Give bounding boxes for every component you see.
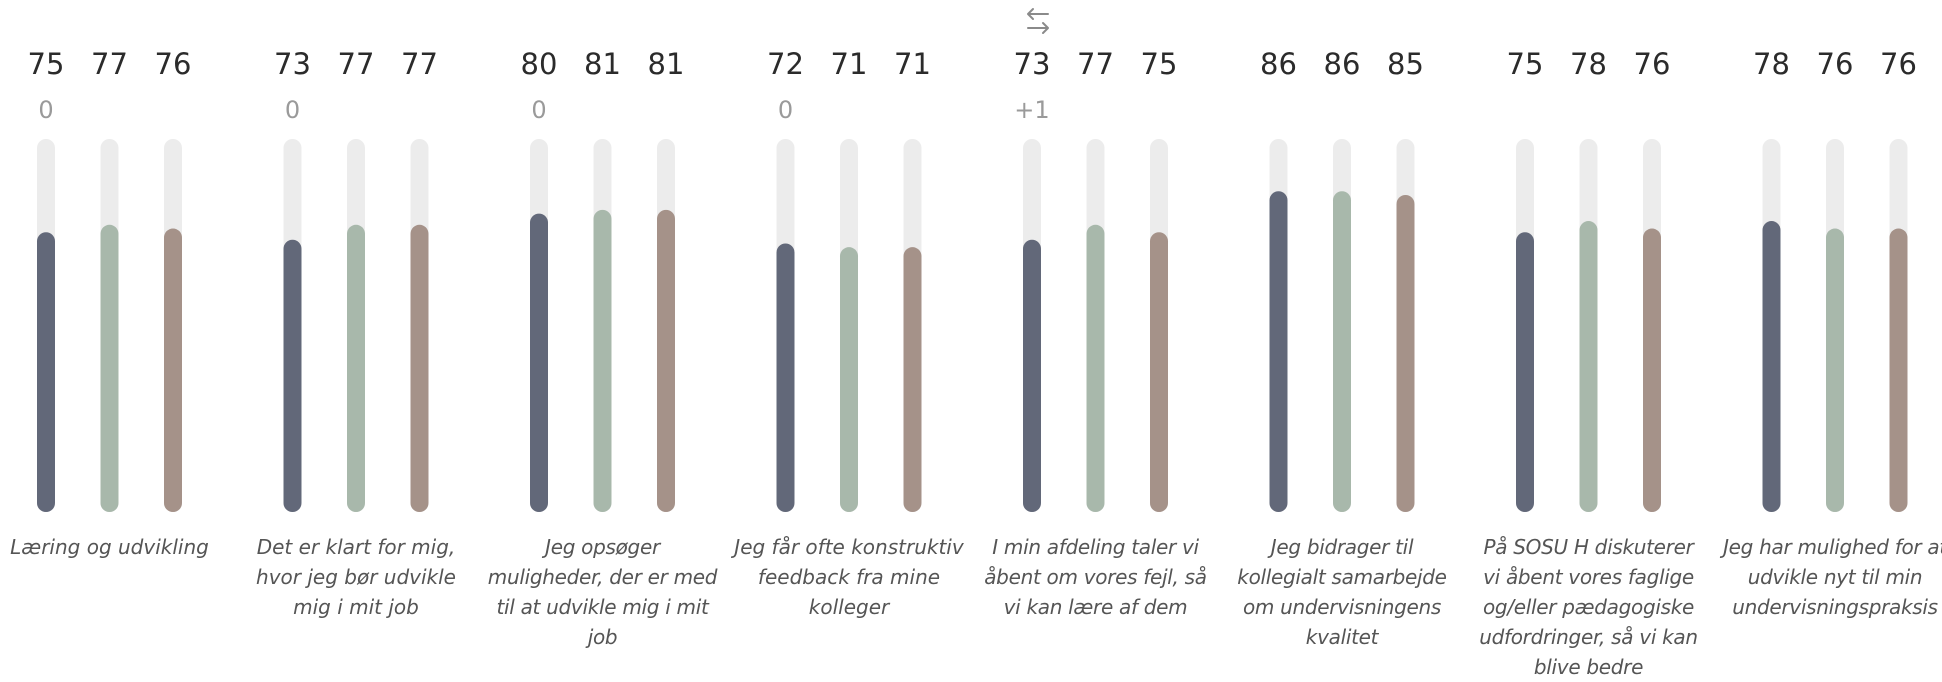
bar[interactable]	[164, 228, 182, 512]
bar[interactable]	[657, 209, 675, 512]
bar-group: 73 77 75 +1	[1014, 47, 1178, 513]
bar[interactable]	[410, 224, 429, 513]
bar[interactable]	[1889, 228, 1908, 512]
bar[interactable]	[1333, 191, 1351, 512]
bar[interactable]	[283, 239, 302, 512]
bar[interactable]	[530, 213, 548, 512]
bar-group: 78 76 76	[1753, 47, 1917, 512]
category-label: Jeg har mulighed for at udvikle nyt til …	[1723, 535, 1942, 619]
category-label: Det er klart for mig, hvor jeg bør udvik…	[256, 535, 456, 619]
bar[interactable]	[1023, 239, 1041, 512]
bar-value-label: 76	[1817, 47, 1854, 81]
change-indicator: 0	[778, 96, 793, 124]
bar-value-label: 77	[1077, 47, 1114, 81]
change-indicator: +1	[1014, 96, 1049, 124]
bar-group: 72 71 71 0	[767, 47, 931, 513]
bar[interactable]	[1269, 191, 1288, 512]
bar[interactable]	[1396, 194, 1415, 512]
bar-value-label: 81	[648, 47, 685, 81]
bar[interactable]	[1150, 232, 1168, 512]
bar[interactable]	[1826, 228, 1844, 512]
change-indicator: 0	[38, 96, 53, 124]
category-label: I min afdeling taler vi åbent om vores f…	[984, 535, 1207, 619]
bar-value-label: 76	[155, 47, 192, 81]
bar-value-label: 77	[91, 47, 128, 81]
bar-value-label: 86	[1324, 47, 1361, 81]
bar-group: 75 77 76 0	[28, 47, 192, 513]
bar[interactable]	[593, 209, 612, 512]
bar-value-label: 81	[584, 47, 621, 81]
bar-value-label: 76	[1634, 47, 1671, 81]
bar[interactable]	[347, 224, 365, 513]
bar-value-label: 75	[1507, 47, 1544, 81]
bar-group: 80 81 81 0	[521, 47, 685, 512]
bar-value-label: 77	[401, 47, 438, 81]
bar[interactable]	[100, 224, 119, 513]
bar-value-label: 71	[831, 47, 868, 81]
bar[interactable]	[1643, 228, 1661, 512]
category-label: Jeg får ofte konstruktiv feedback fra mi…	[734, 535, 964, 619]
bar-value-label: 85	[1387, 47, 1424, 81]
bar[interactable]	[37, 232, 55, 512]
category-label: Læring og udvikling	[10, 535, 209, 559]
bar[interactable]	[1086, 224, 1105, 513]
bar-value-label: 78	[1570, 47, 1607, 81]
bar-value-label: 76	[1880, 47, 1917, 81]
category-label: Jeg bidrager til kollegialt samarbejde o…	[1237, 535, 1447, 649]
bar-group: 86 86 85	[1260, 47, 1424, 512]
bar-value-label: 75	[28, 47, 65, 81]
bar[interactable]	[1516, 232, 1534, 512]
bar[interactable]	[1762, 221, 1781, 512]
bar-value-label: 71	[894, 47, 931, 81]
bar-value-label: 86	[1260, 47, 1297, 81]
bar-value-label: 77	[338, 47, 375, 81]
swap-arrows-icon[interactable]	[1024, 4, 1052, 38]
category-label: På SOSU H diskuterer vi åbent vores fagl…	[1479, 535, 1698, 679]
bar[interactable]	[776, 243, 795, 512]
bar-group: 75 78 76	[1507, 47, 1671, 512]
bar[interactable]	[840, 247, 858, 513]
category-label: Jeg opsøger muligheder, der er med til a…	[487, 535, 718, 649]
bar-value-label: 80	[521, 47, 558, 81]
bar-value-label: 78	[1753, 47, 1790, 81]
bar[interactable]	[1579, 221, 1598, 512]
bar-value-label: 72	[767, 47, 804, 81]
bar-value-label: 73	[274, 47, 311, 81]
bar[interactable]	[903, 247, 922, 513]
bar-value-label: 75	[1141, 47, 1178, 81]
bar-group: 73 77 77 0	[274, 47, 438, 513]
change-indicator: 0	[285, 96, 300, 124]
bar-value-label: 73	[1014, 47, 1051, 81]
change-indicator: 0	[531, 96, 546, 124]
